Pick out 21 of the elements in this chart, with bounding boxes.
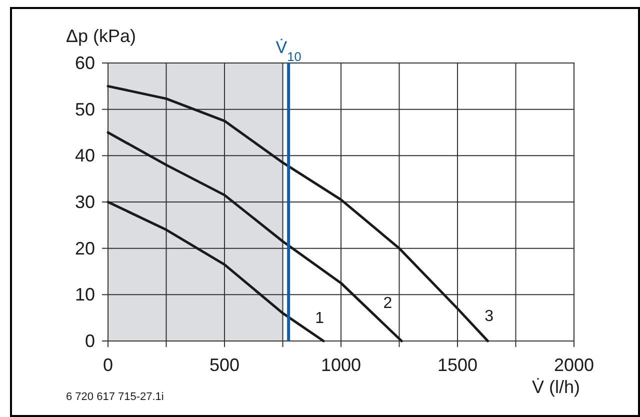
ref-line-label: V̇$_{10}$ (276, 38, 302, 64)
series-label: 2 (383, 295, 392, 312)
x-tick-label: 1000 (320, 355, 362, 375)
y-tick-label: 10 (74, 284, 95, 305)
x-tick-label: 1500 (437, 355, 478, 375)
y-tick-label: 0 (84, 331, 95, 351)
y-tick-label: 40 (74, 146, 95, 166)
y-axis-title: Δp (kPa) (66, 26, 136, 46)
y-tick-label: 20 (74, 238, 95, 258)
series-label: 1 (315, 310, 324, 328)
series-label: 3 (484, 308, 494, 325)
x-tick-label: 0 (102, 355, 114, 375)
x-tick-label: 2000 (554, 355, 594, 375)
line-series (106, 131, 403, 342)
y-tick-label: 60 (74, 53, 95, 73)
y-tick-label: 30 (74, 192, 95, 212)
x-axis-title: V̇ (l/h) (532, 377, 580, 397)
text: 6 720 617 715-27.1i (66, 391, 164, 403)
x-tick-label: 500 (209, 355, 240, 375)
line-series (106, 200, 325, 342)
y-tick-label: 50 (74, 99, 95, 120)
